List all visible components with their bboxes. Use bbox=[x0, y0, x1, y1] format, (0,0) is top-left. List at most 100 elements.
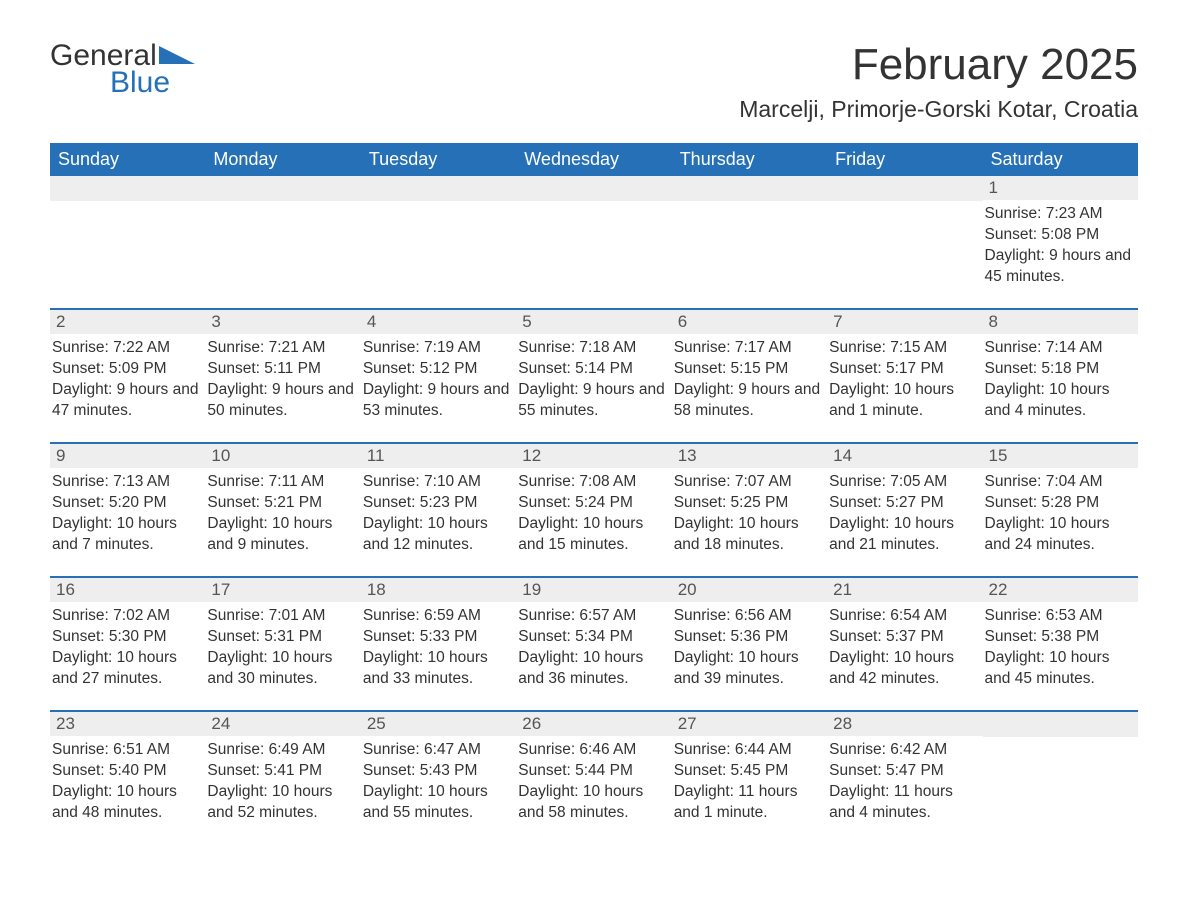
sunrise-line: Sunrise: 7:08 AM bbox=[518, 472, 665, 493]
sunrise-line: Sunrise: 7:21 AM bbox=[207, 338, 354, 359]
day-cell: 15Sunrise: 7:04 AMSunset: 5:28 PMDayligh… bbox=[983, 444, 1138, 564]
day-number: 24 bbox=[205, 712, 360, 736]
day-content: Sunrise: 7:23 AMSunset: 5:08 PMDaylight:… bbox=[983, 200, 1138, 292]
sunrise-line: Sunrise: 6:42 AM bbox=[829, 740, 976, 761]
day-cell bbox=[361, 176, 516, 296]
sunset-line: Sunset: 5:24 PM bbox=[518, 493, 665, 514]
day-content: Sunrise: 7:11 AMSunset: 5:21 PMDaylight:… bbox=[205, 468, 360, 560]
day-cell: 20Sunrise: 6:56 AMSunset: 5:36 PMDayligh… bbox=[672, 578, 827, 698]
sunset-line: Sunset: 5:09 PM bbox=[52, 359, 199, 380]
week-row: 2 Sunrise: 7:22 AMSunset: 5:09 PM Daylight… bbox=[50, 308, 1138, 430]
day-cell: 24Sunrise: 6:49 AMSunset: 5:41 PMDayligh… bbox=[205, 712, 360, 832]
weekday-header: Saturday bbox=[983, 143, 1138, 176]
sunset-line: Sunset: 5:28 PM bbox=[985, 493, 1132, 514]
day-number: 4 bbox=[361, 310, 516, 334]
daylight-line: Daylight: 11 hours and 4 minutes. bbox=[829, 782, 976, 824]
day-number: 20 bbox=[672, 578, 827, 602]
sunrise-line: Sunrise: 7:01 AM bbox=[207, 606, 354, 627]
weekday-header: Tuesday bbox=[361, 143, 516, 176]
day-cell bbox=[983, 712, 1138, 832]
day-content: Sunrise: 7:01 AMSunset: 5:31 PMDaylight:… bbox=[205, 602, 360, 694]
daylight-line: Daylight: 9 hours and 45 minutes. bbox=[985, 246, 1132, 288]
weekday-header: Sunday bbox=[50, 143, 205, 176]
weekday-header: Wednesday bbox=[516, 143, 671, 176]
week-row: 1Sunrise: 7:23 AMSunset: 5:08 PMDaylight… bbox=[50, 176, 1138, 296]
daylight-line: Daylight: 9 hours and 58 minutes. bbox=[674, 380, 821, 422]
day-cell: 11Sunrise: 7:10 AMSunset: 5:23 PMDayligh… bbox=[361, 444, 516, 564]
day-number: 1 bbox=[983, 176, 1138, 200]
sunrise-line: Sunrise: 7:05 AM bbox=[829, 472, 976, 493]
day-cell: 2Sunrise: 7:22 AMSunset: 5:09 PMDaylight… bbox=[50, 310, 205, 430]
day-cell: 3Sunrise: 7:21 AMSunset: 5:11 PMDaylight… bbox=[205, 310, 360, 430]
day-content: Sunrise: 7:19 AMSunset: 5:12 PMDaylight:… bbox=[361, 334, 516, 426]
day-content: Sunrise: 7:14 AMSunset: 5:18 PMDaylight:… bbox=[983, 334, 1138, 426]
day-content: Sunrise: 7:13 AMSunset: 5:20 PMDaylight:… bbox=[50, 468, 205, 560]
day-number: 6 bbox=[672, 310, 827, 334]
sunset-line: Sunset: 5:41 PM bbox=[207, 761, 354, 782]
sunrise-line: Sunrise: 7:13 AM bbox=[52, 472, 199, 493]
day-cell: 18Sunrise: 6:59 AMSunset: 5:33 PMDayligh… bbox=[361, 578, 516, 698]
sunrise-line: Sunrise: 6:57 AM bbox=[518, 606, 665, 627]
day-cell: 12Sunrise: 7:08 AMSunset: 5:24 PMDayligh… bbox=[516, 444, 671, 564]
daylight-line: Daylight: 9 hours and 53 minutes. bbox=[363, 380, 510, 422]
day-cell: 26Sunrise: 6:46 AMSunset: 5:44 PMDayligh… bbox=[516, 712, 671, 832]
sunrise-line: Sunrise: 7:11 AM bbox=[207, 472, 354, 493]
daylight-line: Daylight: 10 hours and 9 minutes. bbox=[207, 514, 354, 556]
day-content: Sunrise: 6:42 AMSunset: 5:47 PMDaylight:… bbox=[827, 736, 982, 828]
day-number-empty bbox=[672, 176, 827, 201]
day-cell: 4Sunrise: 7:19 AMSunset: 5:12 PMDaylight… bbox=[361, 310, 516, 430]
day-content: Sunrise: 6:54 AMSunset: 5:37 PMDaylight:… bbox=[827, 602, 982, 694]
sunset-line: Sunset: 5:27 PM bbox=[829, 493, 976, 514]
day-number: 27 bbox=[672, 712, 827, 736]
sunset-line: Sunset: 5:43 PM bbox=[363, 761, 510, 782]
daylight-line: Daylight: 10 hours and 48 minutes. bbox=[52, 782, 199, 824]
brand-word-2: Blue bbox=[110, 66, 195, 100]
day-cell: 27Sunrise: 6:44 AMSunset: 5:45 PMDayligh… bbox=[672, 712, 827, 832]
day-cell bbox=[516, 176, 671, 296]
day-number-empty bbox=[205, 176, 360, 201]
day-number: 17 bbox=[205, 578, 360, 602]
daylight-line: Daylight: 11 hours and 1 minute. bbox=[674, 782, 821, 824]
sunset-line: Sunset: 5:21 PM bbox=[207, 493, 354, 514]
day-number: 26 bbox=[516, 712, 671, 736]
day-cell: 6Sunrise: 7:17 AMSunset: 5:15 PMDaylight… bbox=[672, 310, 827, 430]
week-row: 23Sunrise: 6:51 AMSunset: 5:40 PMDayligh… bbox=[50, 710, 1138, 832]
sunrise-line: Sunrise: 7:22 AM bbox=[52, 338, 199, 359]
sunrise-line: Sunrise: 7:15 AM bbox=[829, 338, 976, 359]
sunset-line: Sunset: 5:38 PM bbox=[985, 627, 1132, 648]
day-cell bbox=[205, 176, 360, 296]
daylight-line: Daylight: 10 hours and 55 minutes. bbox=[363, 782, 510, 824]
weekday-header: Thursday bbox=[672, 143, 827, 176]
calendar: SundayMondayTuesdayWednesdayThursdayFrid… bbox=[50, 143, 1138, 832]
day-content: Sunrise: 7:17 AMSunset: 5:15 PMDaylight:… bbox=[672, 334, 827, 426]
header: General Blue February 2025 Marcelji, Pri… bbox=[50, 40, 1138, 133]
day-content: Sunrise: 7:04 AMSunset: 5:28 PMDaylight:… bbox=[983, 468, 1138, 560]
sunrise-line: Sunrise: 7:02 AM bbox=[52, 606, 199, 627]
sunrise-line: Sunrise: 6:59 AM bbox=[363, 606, 510, 627]
sunrise-line: Sunrise: 6:56 AM bbox=[674, 606, 821, 627]
sunrise-line: Sunrise: 7:10 AM bbox=[363, 472, 510, 493]
sunrise-line: Sunrise: 6:46 AM bbox=[518, 740, 665, 761]
sunset-line: Sunset: 5:36 PM bbox=[674, 627, 821, 648]
daylight-line: Daylight: 10 hours and 18 minutes. bbox=[674, 514, 821, 556]
sunset-line: Sunset: 5:40 PM bbox=[52, 761, 199, 782]
week-row: 16Sunrise: 7:02 AMSunset: 5:30 PMDayligh… bbox=[50, 576, 1138, 698]
day-content: Sunrise: 7:18 AMSunset: 5:14 PMDaylight:… bbox=[516, 334, 671, 426]
day-number: 11 bbox=[361, 444, 516, 468]
day-number: 2 bbox=[50, 310, 205, 334]
daylight-line: Daylight: 10 hours and 15 minutes. bbox=[518, 514, 665, 556]
daylight-line: Daylight: 10 hours and 4 minutes. bbox=[985, 380, 1132, 422]
day-cell: 10Sunrise: 7:11 AMSunset: 5:21 PMDayligh… bbox=[205, 444, 360, 564]
sunrise-line: Sunrise: 7:18 AM bbox=[518, 338, 665, 359]
daylight-line: Daylight: 10 hours and 30 minutes. bbox=[207, 648, 354, 690]
brand-logo: General Blue bbox=[50, 40, 195, 100]
day-content: Sunrise: 7:21 AMSunset: 5:11 PMDaylight:… bbox=[205, 334, 360, 426]
daylight-line: Daylight: 10 hours and 52 minutes. bbox=[207, 782, 354, 824]
day-number: 19 bbox=[516, 578, 671, 602]
weekday-header-row: SundayMondayTuesdayWednesdayThursdayFrid… bbox=[50, 143, 1138, 176]
day-number: 3 bbox=[205, 310, 360, 334]
sunset-line: Sunset: 5:14 PM bbox=[518, 359, 665, 380]
day-cell: 23Sunrise: 6:51 AMSunset: 5:40 PMDayligh… bbox=[50, 712, 205, 832]
day-cell: 21Sunrise: 6:54 AMSunset: 5:37 PMDayligh… bbox=[827, 578, 982, 698]
daylight-line: Daylight: 10 hours and 42 minutes. bbox=[829, 648, 976, 690]
